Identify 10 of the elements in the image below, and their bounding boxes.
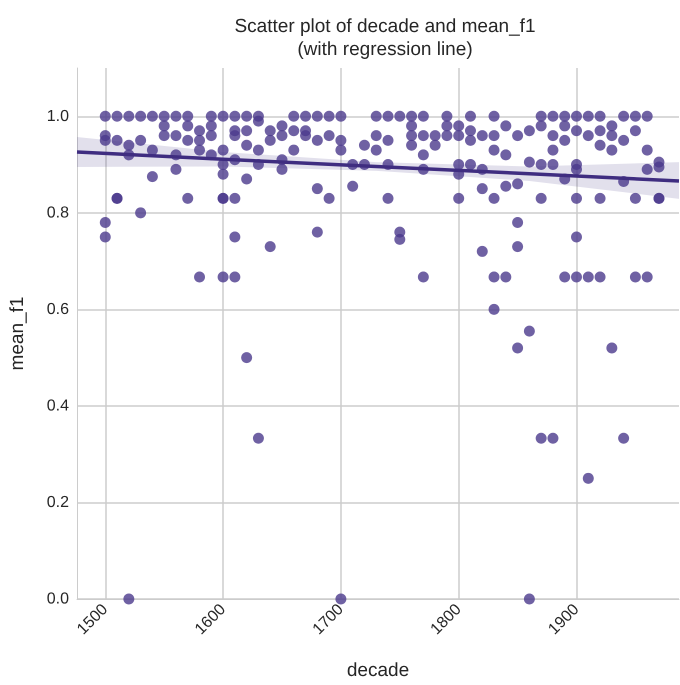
chart-title: Scatter plot of decade and mean_f1 (with regression line) [234,16,536,60]
y-tick-label: 0.8 [46,204,70,222]
y-tick-label: 0.4 [46,397,70,414]
y-tick-label: 1.0 [46,108,70,125]
y-tick-label: 0.0 [46,590,70,608]
y-tick-label: 0.2 [46,494,70,511]
x-axis-title: decade [346,660,410,681]
y-axis-title: mean_f1 [7,296,28,370]
y-tick-label: 0.6 [46,300,70,318]
line-series [75,150,680,183]
